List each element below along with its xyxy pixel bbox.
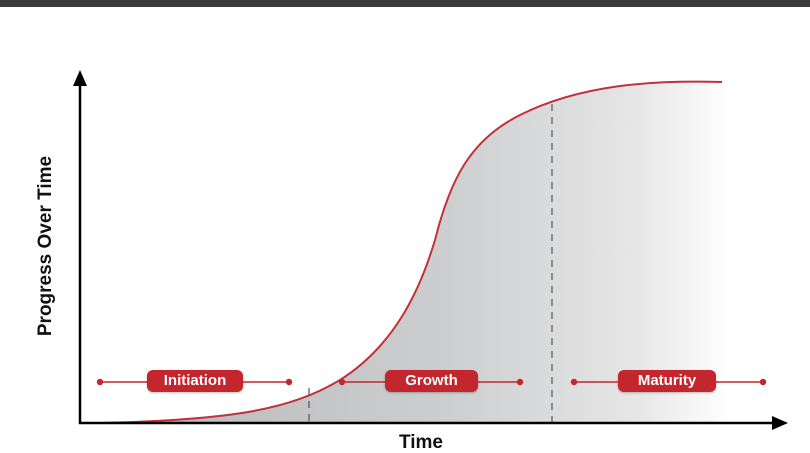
- x-axis-label: Time: [398, 432, 444, 453]
- growth-curve: [99, 80, 723, 424]
- phase-initiation-label: Initiation: [147, 370, 243, 392]
- y-axis-arrow: [73, 70, 87, 86]
- s-curve-diagram: [73, 70, 788, 430]
- x-axis-arrow: [772, 416, 788, 430]
- top-bar: [0, 0, 810, 7]
- phase-maturity-label: Maturity: [618, 370, 716, 392]
- y-axis-label: Progress Over Time: [35, 155, 56, 337]
- phase-growth-label: Growth: [385, 370, 478, 392]
- curve-area-fill: [100, 81, 740, 423]
